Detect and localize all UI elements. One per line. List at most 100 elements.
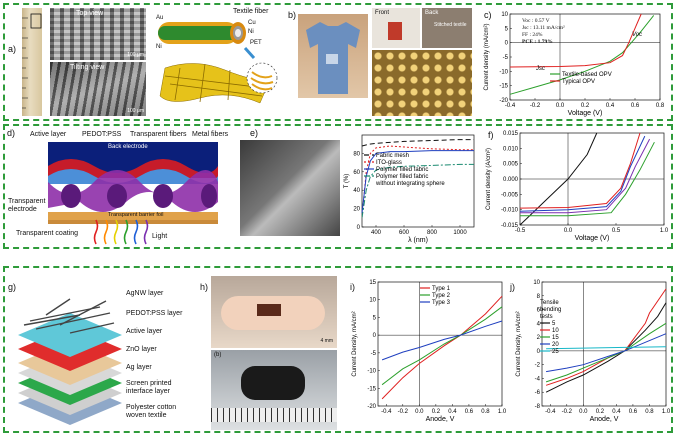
bending-rig-photo: (b) <box>211 350 337 430</box>
series-line-type-3 <box>381 320 503 361</box>
series-line-15 <box>545 322 667 383</box>
legend-entry: Typical OPV <box>562 79 595 85</box>
x-tick-label: 1.0 <box>662 409 671 415</box>
x-tick-label: 0.5 <box>612 228 621 234</box>
y-tick-label: 2 <box>537 335 541 341</box>
x-axis-label: Voltage (V) <box>568 110 603 117</box>
x-tick-label: 400 <box>371 230 382 236</box>
x-tick-label: 0.0 <box>556 103 565 109</box>
y-tick-label: 0 <box>373 333 377 339</box>
legend-entry: Polymer filled fabric <box>376 174 428 180</box>
y-tick-label: -6 <box>535 390 541 396</box>
panel-label-g: g) <box>8 282 17 292</box>
y-tick-label: -15 <box>367 386 376 392</box>
label-active-layer: Active layer <box>30 131 67 138</box>
panel-label-f: f) <box>488 130 494 140</box>
panel-label-e: e) <box>250 128 259 138</box>
param-ff: FF : 24% <box>522 32 543 38</box>
front-label: Front <box>375 10 390 16</box>
param-jsc: Jsc : 13.11 mA/cm² <box>522 25 565 31</box>
series-line-curve-5 <box>520 141 655 217</box>
y-tick-label: -5 <box>371 351 377 357</box>
voc-annotation: Voc <box>632 32 642 38</box>
x-tick-label: 0.8 <box>656 103 665 109</box>
legend-entry: Textile-based OPV <box>562 72 612 78</box>
y-tick-label: -4 <box>535 376 541 382</box>
x-tick-label: 600 <box>399 230 410 236</box>
label-metal-fibers: Metal fibers <box>192 131 229 138</box>
chart-i: -0.4 -0.2 0.0 0.2 0.4 0.6 0.8 1.0 15 10 5 0 -5 -10 -15… <box>352 280 507 423</box>
y-tick-label: 0.015 <box>503 131 519 137</box>
y-tick-label: 15 <box>369 280 376 286</box>
legend-entry: 25 <box>552 349 559 355</box>
panel-label-j: j) <box>510 282 515 292</box>
panel-label-i: i) <box>350 282 355 292</box>
y-axis-label: Current Density, mA/cm² <box>352 311 358 376</box>
chart-c: -0.4 -0.2 0.0 0.2 0.4 0.6 0.8 10 5 0 -5 -10 -15 -20 Vo… <box>484 12 665 117</box>
flexible-film-photo <box>240 140 340 236</box>
y-tick-label: -2 <box>535 363 541 369</box>
label-coating: Transparent coating <box>16 230 78 237</box>
woven-closeup <box>372 50 472 116</box>
legend-entry: ITO-glass <box>376 160 402 166</box>
layer-textile: Polyester cotton woven textile <box>126 404 177 419</box>
legend-entry: Fabric mesh <box>376 153 409 159</box>
legend-entry: Polymer filled fabric <box>376 167 428 173</box>
x-tick-label: 0.8 <box>481 409 490 415</box>
y-axis-label: Current density (mA/cm²) <box>484 23 490 90</box>
x-tick-label: 1000 <box>453 230 467 236</box>
y-tick-label: 80 <box>353 151 360 157</box>
series-line-ito-glass <box>361 145 474 218</box>
tshirt-shape <box>306 22 360 94</box>
legend-entry-cont: without integrating sphere <box>375 181 445 187</box>
y-tick-label: 5 <box>373 315 377 321</box>
series-line-5 <box>545 302 667 393</box>
y-tick-label: 8 <box>537 294 541 300</box>
y-tick-label: -8 <box>535 404 541 410</box>
series-line-typical-opv <box>509 13 642 68</box>
x-tick-label: 0.4 <box>606 103 615 109</box>
y-tick-label: -0.005 <box>501 192 519 198</box>
sem-tilting-view: Tilting view 100 μm <box>50 62 146 116</box>
x-tick-label: 0.2 <box>581 103 590 109</box>
y-tick-label: -10 <box>367 369 376 375</box>
stitched-label: Stitched textile <box>434 22 467 28</box>
plot-frame <box>541 281 667 407</box>
y-tick-label: 0 <box>537 349 541 355</box>
series-line-type-1 <box>381 295 503 400</box>
x-tick-label: 0.0 <box>579 409 588 415</box>
y-tick-label: 40 <box>353 188 360 194</box>
series-line-curve-2 <box>519 132 641 209</box>
x-axis-label: Voltage (V) <box>575 235 610 242</box>
y-tick-label: 0.010 <box>503 146 519 152</box>
chart-f: -0.5 0.0 0.5 1.0 0.015 0.010 0.005 0.000 -0.005 -… <box>486 131 669 242</box>
x-axis-label: Anode, V <box>590 416 619 423</box>
layer-ag: Ag layer <box>126 364 152 371</box>
series-line-type-2 <box>381 306 503 386</box>
textile-fiber-diagram <box>158 22 278 104</box>
series-line-polymer-filled-fabric <box>361 150 474 214</box>
layer-agnw: AgNW layer <box>126 290 164 297</box>
panel-label-c: c) <box>484 10 492 20</box>
y-tick-label: -0.010 <box>501 208 519 214</box>
series-line-20 <box>546 333 667 373</box>
chart-j: -0.4 -0.2 0.0 0.2 0.4 0.6 0.8 1.01086420-2-4-6-… <box>516 280 671 423</box>
y-tick-label: 4 <box>537 321 541 327</box>
series-line-25 <box>546 346 667 350</box>
top-view-label: Top view <box>76 10 104 17</box>
label-ni-right: Ni <box>248 29 254 35</box>
layer-stack-diagram <box>18 298 122 425</box>
y-tick-label: 10 <box>501 12 508 18</box>
label-light: Light <box>152 233 168 240</box>
legend-entry: 5 <box>552 321 556 327</box>
y-tick-label: 6 <box>537 308 541 314</box>
y-tick-label: -0.015 <box>501 223 519 229</box>
x-tick-label: 0.6 <box>465 409 474 415</box>
y-tick-label: -15 <box>499 84 508 90</box>
label-cu: Cu <box>248 20 256 26</box>
y-tick-label: 10 <box>533 280 540 286</box>
x-tick-label: 0.4 <box>448 409 457 415</box>
x-tick-label: 0.2 <box>596 409 605 415</box>
series-line-fabric-mesh <box>361 139 474 147</box>
layer-interface: Screen printed interface layer <box>126 380 172 395</box>
